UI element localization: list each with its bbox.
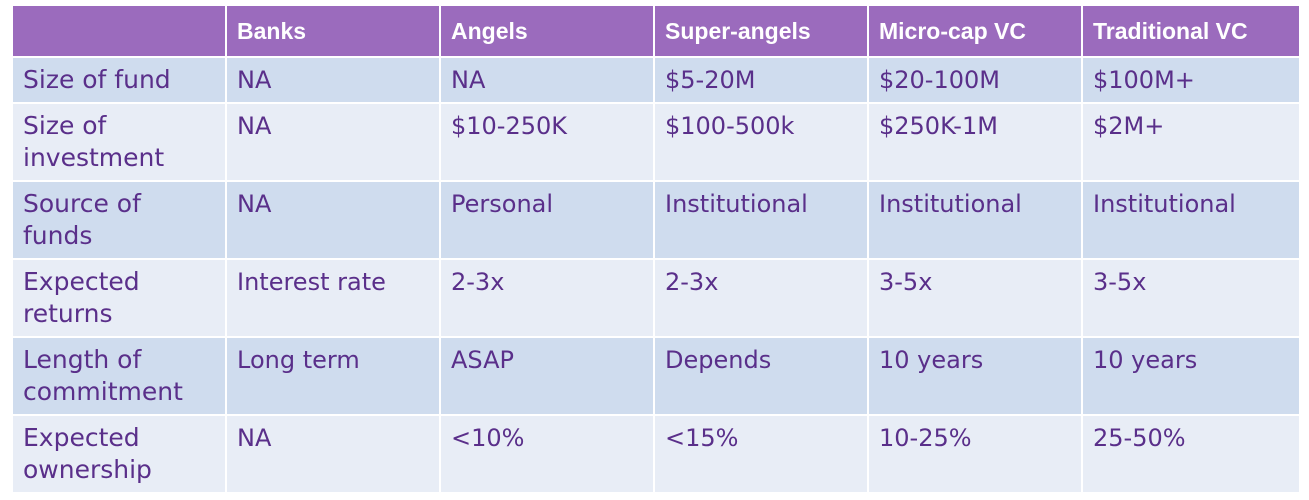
comparison-table: Banks Angels Super-angels Micro-cap VC T…	[11, 4, 1301, 494]
cell-super-angels: $100-500k	[653, 102, 869, 182]
row-length-of-commitment: Length of commitment Long term ASAP Depe…	[11, 336, 1301, 416]
cell-angels: <10%	[439, 414, 655, 494]
cell-traditional-vc: 10 years	[1081, 336, 1301, 416]
cell-super-angels: Institutional	[653, 180, 869, 260]
row-source-of-funds: Source of funds NA Personal Institutiona…	[11, 180, 1301, 260]
row-size-of-fund: Size of fund NA NA $5-20M $20-100M $100M…	[11, 56, 1301, 104]
cell-angels: Personal	[439, 180, 655, 260]
cell-micro-cap-vc: Institutional	[867, 180, 1083, 260]
cell-banks: NA	[225, 102, 441, 182]
cell-angels: ASAP	[439, 336, 655, 416]
cell-super-angels: $5-20M	[653, 56, 869, 104]
cell-super-angels: Depends	[653, 336, 869, 416]
row-expected-ownership: Expected ownership NA <10% <15% 10-25% 2…	[11, 414, 1301, 494]
header-micro-cap-vc: Micro-cap VC	[867, 4, 1083, 58]
cell-traditional-vc: $2M+	[1081, 102, 1301, 182]
row-expected-returns: Expected returns Interest rate 2-3x 2-3x…	[11, 258, 1301, 338]
cell-micro-cap-vc: $250K-1M	[867, 102, 1083, 182]
header-angels: Angels	[439, 4, 655, 58]
cell-banks: Long term	[225, 336, 441, 416]
cell-super-angels: <15%	[653, 414, 869, 494]
cell-micro-cap-vc: $20-100M	[867, 56, 1083, 104]
row-size-of-investment: Size of investment NA $10-250K $100-500k…	[11, 102, 1301, 182]
row-label: Size of fund	[11, 56, 227, 104]
cell-micro-cap-vc: 3-5x	[867, 258, 1083, 338]
cell-angels: 2-3x	[439, 258, 655, 338]
cell-micro-cap-vc: 10 years	[867, 336, 1083, 416]
cell-banks: NA	[225, 414, 441, 494]
cell-traditional-vc: Institutional	[1081, 180, 1301, 260]
header-super-angels: Super-angels	[653, 4, 869, 58]
row-label: Source of funds	[11, 180, 227, 260]
cell-traditional-vc: 25-50%	[1081, 414, 1301, 494]
header-banks: Banks	[225, 4, 441, 58]
cell-traditional-vc: 3-5x	[1081, 258, 1301, 338]
header-traditional-vc: Traditional VC	[1081, 4, 1301, 58]
row-label: Length of commitment	[11, 336, 227, 416]
row-label: Size of investment	[11, 102, 227, 182]
header-row: Banks Angels Super-angels Micro-cap VC T…	[11, 4, 1301, 58]
cell-banks: Interest rate	[225, 258, 441, 338]
cell-micro-cap-vc: 10-25%	[867, 414, 1083, 494]
cell-banks: NA	[225, 56, 441, 104]
header-empty	[11, 4, 227, 58]
cell-super-angels: 2-3x	[653, 258, 869, 338]
row-label: Expected ownership	[11, 414, 227, 494]
cell-traditional-vc: $100M+	[1081, 56, 1301, 104]
cell-banks: NA	[225, 180, 441, 260]
cell-angels: NA	[439, 56, 655, 104]
row-label: Expected returns	[11, 258, 227, 338]
cell-angels: $10-250K	[439, 102, 655, 182]
